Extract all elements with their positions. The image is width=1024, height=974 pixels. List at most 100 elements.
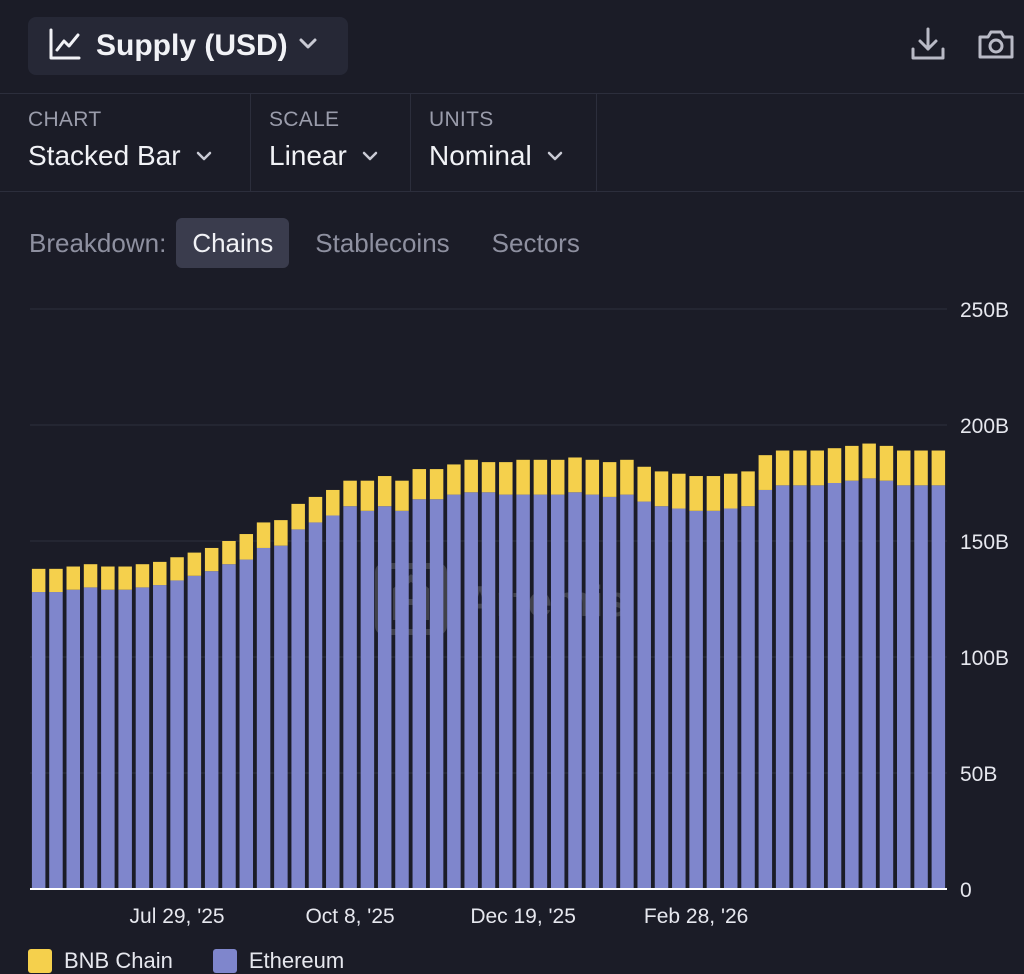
y-tick-label: 250B xyxy=(960,299,1009,322)
bar-bnb-chain xyxy=(222,541,236,565)
bar-bnb-chain xyxy=(758,455,773,490)
bar-ethereum xyxy=(429,499,444,889)
chart-type-control[interactable]: CHART Stacked Bar xyxy=(0,94,251,191)
bar-bnb-chain xyxy=(447,464,461,495)
scale-control[interactable]: SCALE Linear xyxy=(251,94,411,191)
bar-ethereum xyxy=(672,508,686,889)
bar-ethereum xyxy=(775,485,790,889)
bar-ethereum xyxy=(793,485,807,889)
y-tick-label: 100B xyxy=(960,647,1009,670)
bar-ethereum xyxy=(931,485,946,889)
bar-bnb-chain xyxy=(706,476,721,511)
bar-bnb-chain xyxy=(845,445,859,481)
y-tick-label: 150B xyxy=(960,531,1009,554)
bar-bnb-chain xyxy=(326,489,340,516)
breakdown-label: Breakdown: xyxy=(29,227,167,258)
units-value: Nominal xyxy=(429,140,532,171)
bar-ethereum xyxy=(741,506,755,889)
breakdown-bar: Breakdown: Chains Stablecoins Sectors xyxy=(29,218,606,268)
bar-bnb-chain xyxy=(585,459,600,495)
tab-stablecoins[interactable]: Stablecoins xyxy=(315,227,450,258)
units-label: UNITS xyxy=(429,108,494,131)
y-tick-label: 200B xyxy=(960,415,1009,438)
x-tick-label: Jul 29, '25 xyxy=(130,905,225,928)
y-tick-label: 0 xyxy=(960,879,972,902)
bar-ethereum xyxy=(810,485,824,889)
bar-bnb-chain xyxy=(239,534,254,560)
x-tick-label: Oct 8, '25 xyxy=(305,905,394,928)
bar-bnb-chain xyxy=(377,476,392,507)
divider xyxy=(0,191,1024,192)
bar-ethereum xyxy=(516,494,530,889)
bar-bnb-chain xyxy=(360,480,375,511)
bar-bnb-chain xyxy=(741,471,755,507)
bar-bnb-chain xyxy=(896,450,911,486)
bar-ethereum xyxy=(602,496,617,889)
bar-ethereum xyxy=(291,529,305,889)
bar-ethereum xyxy=(412,499,427,889)
bar-ethereum xyxy=(222,564,236,889)
bar-bnb-chain xyxy=(464,459,478,493)
bar-ethereum xyxy=(118,589,132,889)
bar-ethereum xyxy=(550,494,565,889)
bar-ethereum xyxy=(620,494,634,889)
bar-ethereum xyxy=(256,547,271,889)
bar-bnb-chain xyxy=(620,459,634,495)
bar-bnb-chain xyxy=(170,557,184,581)
bar-bnb-chain xyxy=(256,522,271,548)
bar-ethereum xyxy=(896,485,911,889)
bar-bnb-chain xyxy=(153,561,167,586)
bar-bnb-chain xyxy=(308,496,323,523)
bar-bnb-chain xyxy=(775,450,790,486)
bar-ethereum xyxy=(879,480,894,889)
bar-bnb-chain xyxy=(429,469,444,500)
legend-item-ethereum[interactable]: Ethereum xyxy=(212,948,345,974)
camera-icon[interactable] xyxy=(976,24,1016,64)
bar-bnb-chain xyxy=(827,448,842,483)
bar-ethereum xyxy=(239,559,254,889)
chevron-down-icon xyxy=(547,151,562,161)
legend-label: Ethereum xyxy=(248,948,345,973)
bar-ethereum xyxy=(914,485,928,889)
tab-chains[interactable]: Chains xyxy=(176,218,290,268)
bar-bnb-chain xyxy=(187,552,202,576)
bar-ethereum xyxy=(83,587,98,889)
bar-ethereum xyxy=(153,585,167,889)
bar-bnb-chain xyxy=(914,450,928,486)
bar-ethereum xyxy=(360,510,375,889)
bar-bnb-chain xyxy=(135,564,150,588)
bar-bnb-chain xyxy=(879,445,894,481)
bar-bnb-chain xyxy=(499,462,513,495)
chevron-down-icon xyxy=(196,151,211,161)
bar-bnb-chain xyxy=(118,566,132,590)
bar-bnb-chain xyxy=(516,459,530,495)
x-tick-label: Feb 28, '26 xyxy=(644,905,748,928)
bar-bnb-chain xyxy=(291,503,305,530)
bar-ethereum xyxy=(204,571,219,889)
download-icon[interactable] xyxy=(908,24,948,64)
bar-bnb-chain xyxy=(568,457,582,493)
bar-ethereum xyxy=(135,587,150,889)
tab-sectors[interactable]: Sectors xyxy=(491,227,580,258)
metric-selector[interactable]: Supply (USD) xyxy=(28,17,348,75)
bar-bnb-chain xyxy=(83,564,98,588)
line-chart-icon xyxy=(48,27,82,66)
legend-item-bnb-chain[interactable]: BNB Chain xyxy=(28,948,173,974)
metric-title: Supply (USD) xyxy=(96,29,288,62)
units-control[interactable]: UNITS Nominal xyxy=(411,94,597,191)
bar-ethereum xyxy=(862,478,876,889)
divider xyxy=(0,93,1024,94)
bar-ethereum xyxy=(395,510,409,889)
bar-bnb-chain xyxy=(862,443,876,479)
bar-ethereum xyxy=(343,506,357,889)
bar-bnb-chain xyxy=(101,566,115,590)
bar-bnb-chain xyxy=(533,459,548,495)
bar-ethereum xyxy=(568,492,582,889)
bar-bnb-chain xyxy=(689,476,703,511)
bar-bnb-chain xyxy=(723,473,738,509)
chart-controls: CHART Stacked Bar SCALE Linear UNITS Nom… xyxy=(0,94,597,191)
supply-chart: 050B100B150B200B250BArtemisJul 29, '25Oc… xyxy=(30,299,1009,928)
bar-ethereum xyxy=(706,510,721,889)
bar-ethereum xyxy=(481,492,496,889)
bar-ethereum xyxy=(308,522,323,889)
